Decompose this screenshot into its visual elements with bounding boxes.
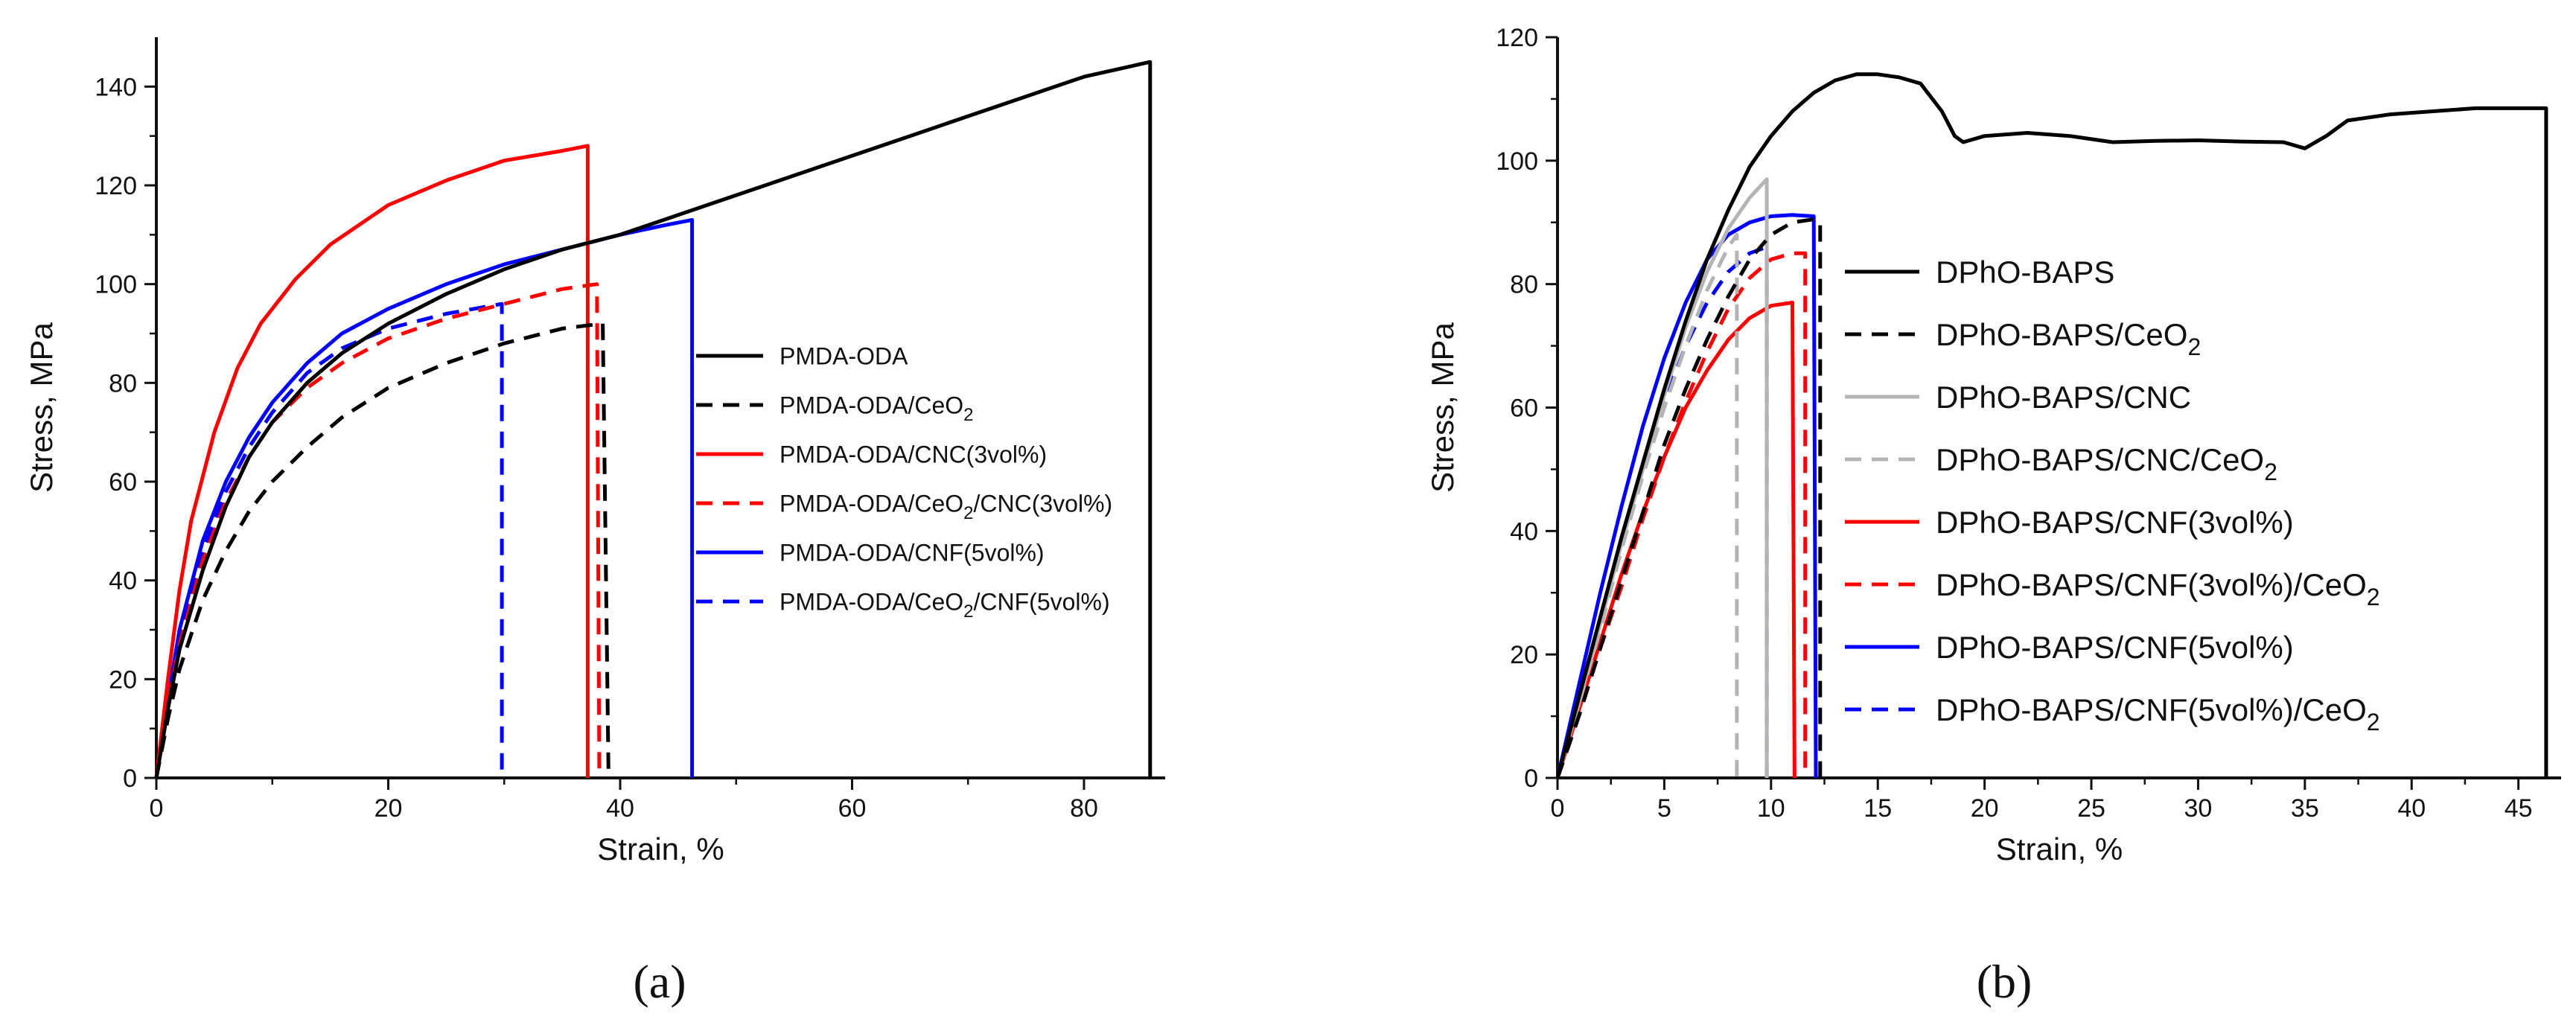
y-tick-label: 40 (1510, 517, 1538, 546)
chart-b: 0 5 10 15 20 25 30 35 40 45 0 20 40 60 80 100 120 Strain,… (1425, 24, 2561, 867)
x-tick-label: 0 (1551, 794, 1565, 823)
legend-subscript: 2 (2264, 459, 2277, 485)
legend-subscript: 2 (963, 405, 973, 425)
legend-label: DPhO-BAPS/CNF(3vol%) (1936, 505, 2294, 540)
series-line (1555, 245, 1769, 779)
legend-entry: DPhO-BAPS/CNC (1936, 380, 2191, 415)
legend-label: PMDA-ODA/CNF(5vol%) (780, 540, 1045, 567)
legend-entry: PMDA-ODA/CNC(3vol%) (780, 441, 1047, 468)
x-tick-label: 5 (1657, 794, 1671, 823)
legend-entry: DPhO-BAPS/CNF(5vol%)/CeO2 (1936, 692, 2380, 735)
series-line (154, 217, 695, 779)
series-line (154, 282, 602, 779)
x-tick-label: 35 (2291, 794, 2319, 823)
legend-label: DPhO-BAPS/CNC (1936, 380, 2191, 415)
y-tick-label: 120 (1496, 24, 1538, 52)
legend-label: PMDA-ODA/CeO (780, 491, 963, 517)
legend-entry: PMDA-ODA/CeO2/CNC(3vol%) (780, 491, 1112, 524)
x-tick-label: 40 (606, 794, 634, 823)
y-tick-label: 140 (95, 73, 137, 101)
y-tick-label: 20 (109, 666, 137, 694)
x-tick-label: 80 (1070, 794, 1098, 823)
y-tick-label: 0 (1524, 765, 1538, 793)
legend-entry: PMDA-ODA/CeO2 (780, 392, 974, 426)
legend-label: PMDA-ODA/CeO (780, 392, 963, 419)
y-tick-label: 40 (109, 567, 137, 596)
legend-entry: DPhO-BAPS/CNF(5vol%) (1936, 630, 2294, 665)
series-line (154, 301, 504, 779)
legend-label: DPhO-BAPS (1936, 255, 2114, 290)
x-tick-label: 45 (2505, 794, 2533, 823)
y-tick-label: 60 (109, 468, 137, 497)
x-tick-label: 30 (2184, 794, 2213, 823)
y-tick-label: 80 (1510, 271, 1538, 299)
legend-entry: PMDA-ODA/CeO2/CNF(5vol%) (780, 589, 1110, 622)
series-line (154, 60, 1152, 779)
panel-label-b: (b) (1977, 955, 2033, 1008)
x-tick-label: 20 (374, 794, 403, 823)
legend-entry: DPhO-BAPS (1936, 255, 2114, 290)
series-line (1555, 213, 1818, 779)
legend-label: PMDA-ODA (780, 343, 908, 370)
y-tick-label: 0 (123, 765, 137, 793)
series-line (154, 322, 610, 779)
y-tick-label: 100 (1496, 147, 1538, 176)
series-line (1555, 217, 1823, 779)
legend-subscript: 2 (2367, 709, 2380, 735)
y-axis-label: Stress, MPa (24, 322, 59, 493)
y-tick-label: 100 (95, 271, 137, 299)
y-axis-label: Stress, MPa (1425, 322, 1460, 493)
legend-subscript: 2 (2187, 334, 2201, 360)
x-tick-label: 15 (1864, 794, 1892, 823)
legend-label: PMDA-ODA/CeO (780, 589, 963, 616)
y-tick-label: 60 (1510, 395, 1538, 423)
legend-entry: DPhO-BAPS/CNC/CeO2 (1936, 442, 2277, 485)
legend-subscript: 2 (963, 601, 973, 622)
panel-label-a: (a) (633, 955, 686, 1008)
series-line (1555, 72, 2548, 779)
series-line (1555, 301, 1796, 779)
x-axis-label: Strain, % (597, 832, 724, 867)
legend-label: DPhO-BAPS/CNF(5vol%)/CeO (1936, 692, 2367, 727)
legend-entry: PMDA-ODA/CNF(5vol%) (780, 540, 1045, 567)
y-tick-label: 120 (95, 172, 137, 200)
legend-subscript: 2 (2367, 584, 2380, 610)
legend-subscript: 2 (963, 503, 973, 523)
x-tick-label: 60 (838, 794, 867, 823)
legend-entry: PMDA-ODA (780, 343, 908, 370)
legend-suffix: /CNC(3vol%) (974, 491, 1113, 517)
x-tick-label: 40 (2397, 794, 2426, 823)
legend-entry: DPhO-BAPS/CNF(3vol%) (1936, 505, 2294, 540)
legend-entry: DPhO-BAPS/CeO2 (1936, 317, 2201, 360)
chart-a: 0 20 40 60 80 0 20 40 60 80 100 120 140 Strain, % Stre… (24, 37, 1165, 867)
y-tick-label: 80 (109, 369, 137, 398)
x-tick-label: 20 (1971, 794, 1999, 823)
legend-label: DPhO-BAPS/CNC/CeO (1936, 442, 2264, 477)
y-tick-label: 20 (1510, 641, 1538, 669)
legend-label: PMDA-ODA/CNC(3vol%) (780, 441, 1047, 468)
x-tick-label: 25 (2077, 794, 2105, 823)
legend-suffix: /CNF(5vol%) (974, 589, 1110, 616)
legend-label: DPhO-BAPS/CNF(3vol%)/CeO (1936, 567, 2367, 602)
series-line (154, 144, 590, 779)
x-tick-label: 0 (150, 794, 164, 823)
x-tick-label: 10 (1757, 794, 1785, 823)
series-line (1555, 232, 1739, 779)
legend-entry: DPhO-BAPS/CNF(3vol%)/CeO2 (1936, 567, 2380, 610)
legend-label: DPhO-BAPS/CeO (1936, 317, 2187, 352)
legend-label: DPhO-BAPS/CNF(5vol%) (1936, 630, 2294, 665)
x-axis-label: Strain, % (1996, 832, 2123, 867)
